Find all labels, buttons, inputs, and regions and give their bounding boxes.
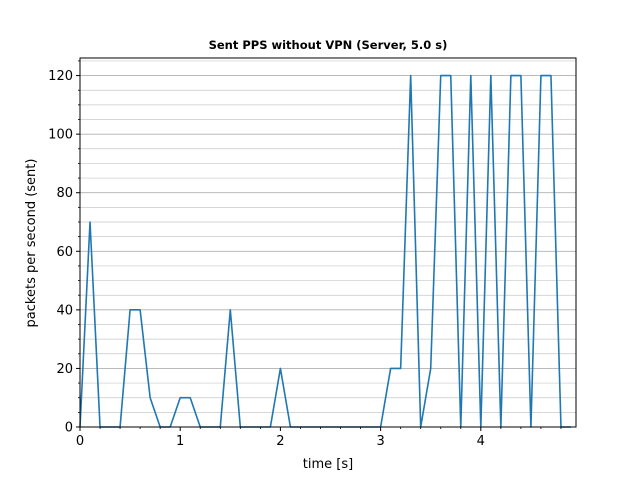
y-tick-label: 100 bbox=[48, 128, 73, 143]
y-axis-label: packets per second (sent) bbox=[24, 159, 39, 328]
x-tick-label: 3 bbox=[376, 434, 384, 449]
x-tick-label: 2 bbox=[276, 434, 284, 449]
y-tick-label: 20 bbox=[56, 362, 73, 377]
gridlines bbox=[80, 60, 576, 413]
y-tick-label: 80 bbox=[56, 186, 73, 201]
x-tick-label: 0 bbox=[76, 434, 84, 449]
y-tick-label: 0 bbox=[65, 421, 73, 436]
x-axis: 0 1 2 3 4 bbox=[76, 427, 562, 449]
y-axis: 0 20 40 60 80 100 120 bbox=[48, 60, 80, 436]
x-tick-label: 4 bbox=[477, 434, 485, 449]
chart-title: Sent PPS without VPN (Server, 5.0 s) bbox=[209, 38, 448, 52]
x-tick-label: 1 bbox=[176, 434, 184, 449]
x-axis-label: time [s] bbox=[303, 457, 353, 472]
y-tick-label: 120 bbox=[48, 69, 73, 84]
plot-frame bbox=[79, 57, 577, 428]
y-tick-label: 60 bbox=[56, 245, 73, 260]
y-tick-label: 40 bbox=[56, 303, 73, 318]
